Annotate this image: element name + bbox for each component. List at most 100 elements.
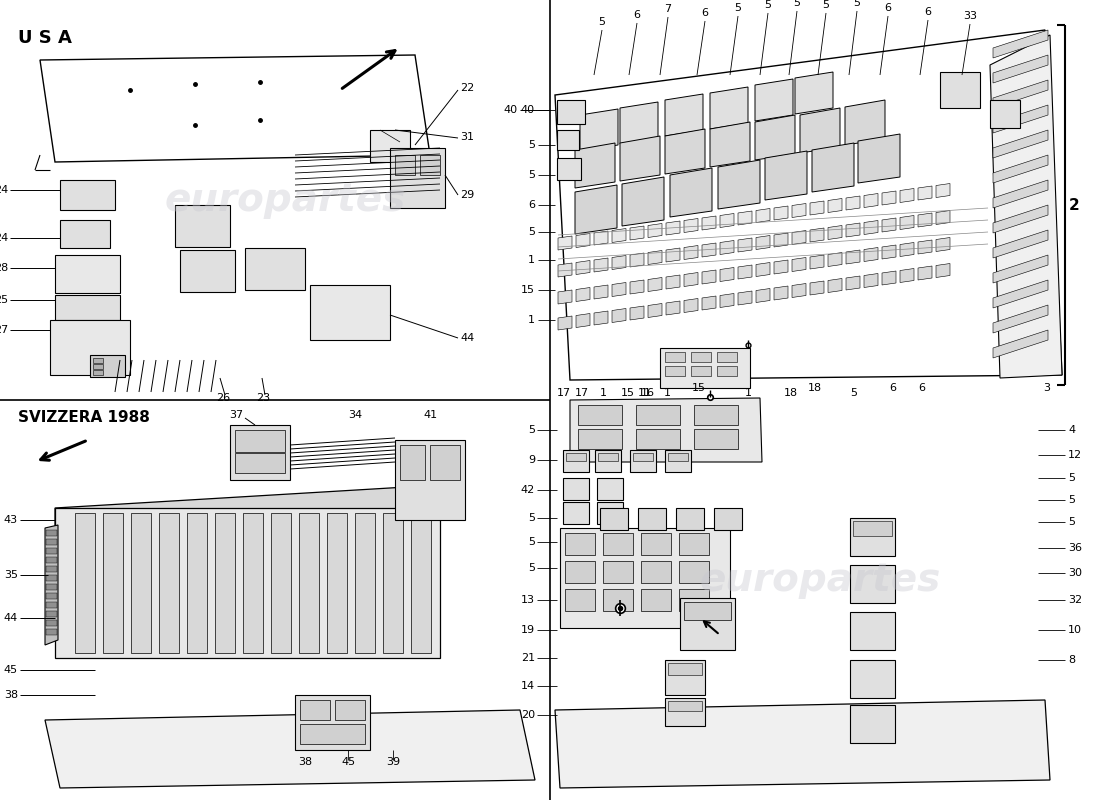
Bar xyxy=(46,593,57,599)
Text: 28: 28 xyxy=(0,263,8,273)
Polygon shape xyxy=(993,155,1048,183)
Bar xyxy=(46,566,57,572)
Polygon shape xyxy=(800,108,840,153)
Polygon shape xyxy=(720,241,734,254)
Polygon shape xyxy=(774,260,788,274)
Polygon shape xyxy=(620,102,658,144)
Polygon shape xyxy=(720,294,734,307)
Text: 30: 30 xyxy=(1068,568,1082,578)
Text: 15: 15 xyxy=(621,388,635,398)
Polygon shape xyxy=(792,283,806,298)
Polygon shape xyxy=(666,275,680,289)
Polygon shape xyxy=(882,191,896,205)
Bar xyxy=(46,611,57,617)
Text: 15: 15 xyxy=(521,285,535,295)
Polygon shape xyxy=(755,115,795,160)
Polygon shape xyxy=(882,218,896,232)
Polygon shape xyxy=(864,274,878,287)
Bar xyxy=(600,508,628,530)
Polygon shape xyxy=(648,278,662,291)
Bar xyxy=(679,533,710,555)
Bar xyxy=(310,285,390,340)
Polygon shape xyxy=(648,250,662,265)
Polygon shape xyxy=(990,35,1062,378)
Bar xyxy=(565,533,595,555)
Bar xyxy=(691,366,711,376)
Bar xyxy=(187,513,207,653)
Polygon shape xyxy=(810,201,824,215)
Text: 5: 5 xyxy=(528,513,535,523)
Text: 33: 33 xyxy=(962,11,977,21)
Polygon shape xyxy=(756,209,770,222)
Bar xyxy=(75,513,95,653)
Polygon shape xyxy=(738,291,752,305)
Bar xyxy=(160,513,179,653)
Bar xyxy=(327,513,346,653)
Polygon shape xyxy=(620,136,660,181)
Polygon shape xyxy=(900,189,914,202)
Polygon shape xyxy=(702,216,716,230)
Text: 26: 26 xyxy=(216,393,230,403)
Bar xyxy=(560,528,730,628)
Text: 7: 7 xyxy=(664,4,672,14)
Polygon shape xyxy=(710,87,748,129)
Bar xyxy=(636,429,680,449)
Polygon shape xyxy=(918,213,932,227)
Bar xyxy=(370,130,410,162)
Bar xyxy=(180,250,235,292)
Bar xyxy=(46,629,57,635)
Bar xyxy=(55,255,120,293)
Polygon shape xyxy=(993,180,1048,208)
Bar xyxy=(694,405,738,425)
Bar xyxy=(411,513,431,653)
Bar xyxy=(60,180,116,210)
Polygon shape xyxy=(882,245,896,259)
Polygon shape xyxy=(846,196,860,210)
Bar xyxy=(641,533,671,555)
Polygon shape xyxy=(621,177,664,226)
Text: SVIZZERA 1988: SVIZZERA 1988 xyxy=(18,410,150,426)
Bar xyxy=(990,100,1020,128)
Text: 24: 24 xyxy=(0,185,8,195)
Polygon shape xyxy=(936,263,950,278)
Polygon shape xyxy=(670,168,712,217)
Bar xyxy=(300,724,365,744)
Text: 5: 5 xyxy=(528,537,535,547)
Text: 16: 16 xyxy=(641,388,654,398)
Text: 19: 19 xyxy=(521,625,535,635)
Bar xyxy=(46,548,57,554)
Bar xyxy=(235,453,285,473)
Bar xyxy=(355,513,375,653)
Text: 6: 6 xyxy=(890,383,896,393)
Polygon shape xyxy=(900,215,914,230)
Polygon shape xyxy=(810,228,824,242)
Polygon shape xyxy=(702,270,716,284)
Bar xyxy=(940,72,980,108)
Text: 12: 12 xyxy=(1068,450,1082,460)
Polygon shape xyxy=(864,221,878,234)
Bar xyxy=(668,453,688,461)
Polygon shape xyxy=(702,243,716,257)
Text: 1: 1 xyxy=(745,388,751,398)
Text: 1: 1 xyxy=(528,255,535,265)
Text: 11: 11 xyxy=(638,388,652,398)
Text: 44: 44 xyxy=(3,613,18,623)
Polygon shape xyxy=(764,151,807,200)
Bar xyxy=(46,539,57,545)
Polygon shape xyxy=(556,30,1062,380)
Polygon shape xyxy=(858,134,900,183)
Bar xyxy=(299,513,319,653)
Text: 44: 44 xyxy=(460,333,474,343)
Text: 35: 35 xyxy=(4,570,18,580)
Polygon shape xyxy=(993,305,1048,333)
Bar xyxy=(565,561,595,583)
Bar xyxy=(676,508,704,530)
Bar xyxy=(60,220,110,248)
Bar xyxy=(852,521,892,536)
Text: 9: 9 xyxy=(528,455,535,465)
Polygon shape xyxy=(993,205,1048,233)
Text: 45: 45 xyxy=(4,665,18,675)
Polygon shape xyxy=(738,211,752,225)
Text: 6: 6 xyxy=(924,7,932,17)
Polygon shape xyxy=(612,255,626,270)
